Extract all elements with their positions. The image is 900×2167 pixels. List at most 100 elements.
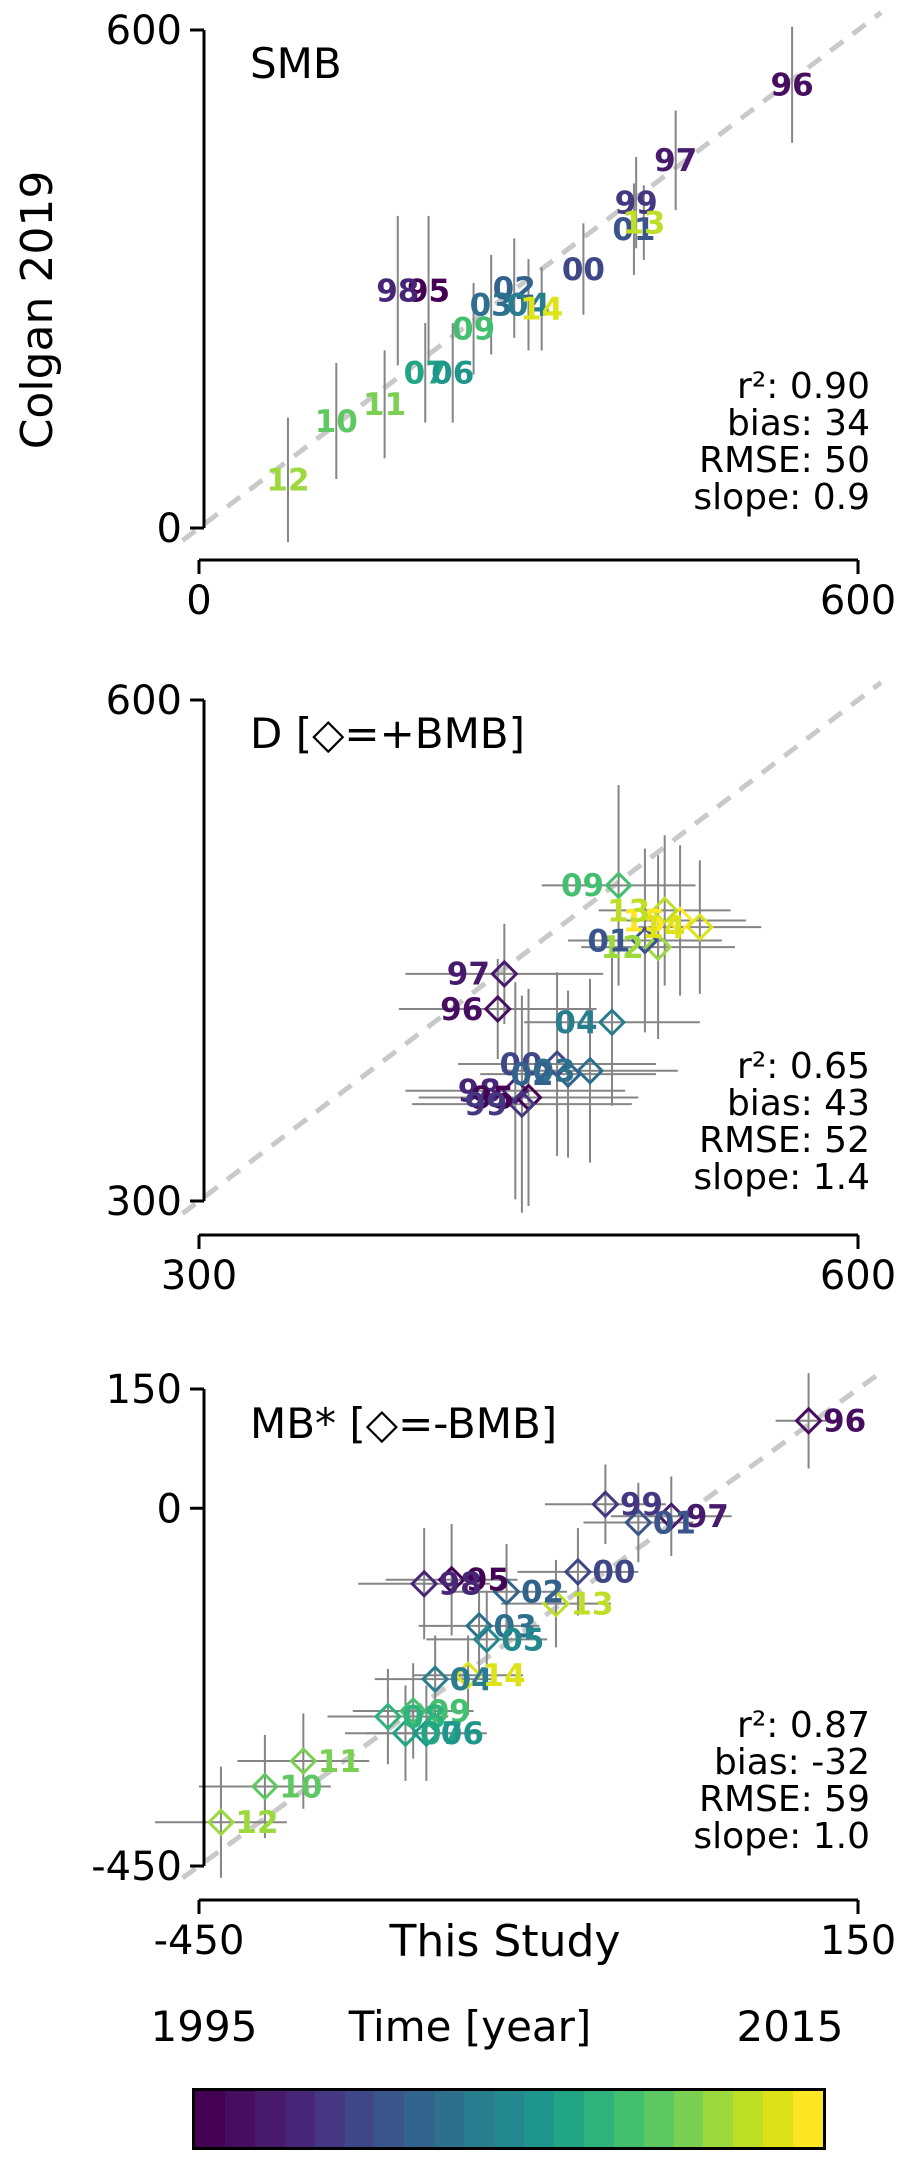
- x-tick-label: 600: [820, 578, 896, 624]
- diamond-marker: [604, 871, 633, 900]
- point-label: 03: [532, 1054, 575, 1090]
- point-label: 01: [587, 923, 630, 959]
- panel-title: MB* [◇=-BMB]: [250, 1399, 557, 1448]
- colorbar-title: Time [year]: [348, 2002, 592, 2051]
- point-label: 05: [501, 1622, 544, 1658]
- y-tick-label: 150: [106, 1367, 182, 1413]
- point-label: 99: [620, 1487, 663, 1523]
- point-label: 14: [520, 292, 563, 328]
- stats-line: bias: 34: [727, 403, 870, 444]
- point-label: 03: [494, 1609, 537, 1645]
- diamond-marker: [591, 1490, 620, 1519]
- point-label: 13: [607, 893, 650, 929]
- diamond-marker: [472, 1625, 501, 1654]
- diamond-marker: [464, 1611, 494, 1641]
- diamond-marker: [630, 926, 660, 955]
- colorbar-gradient: [192, 2088, 826, 2150]
- colorbar-segment: [195, 2091, 225, 2147]
- point-label: 97: [447, 957, 490, 993]
- point-label: 03: [470, 288, 513, 324]
- diamond-marker: [492, 1577, 521, 1606]
- identity-line: [181, 680, 883, 1216]
- point-label: 02: [510, 1057, 553, 1093]
- diamond-marker: [575, 1056, 605, 1085]
- diamond-marker: [685, 912, 714, 942]
- point-label: 95: [466, 1563, 509, 1599]
- point-label: 09: [428, 1694, 471, 1730]
- point-label: 08: [402, 1699, 445, 1735]
- x-tick-label: 600: [820, 1253, 896, 1299]
- point-label: 96: [771, 68, 814, 104]
- colorbar-segment: [763, 2091, 794, 2147]
- point-label: 01: [612, 212, 655, 248]
- point-label: 99: [464, 1087, 507, 1123]
- diamond-marker: [541, 1589, 571, 1618]
- colorbar-section: 1995 Time [year] 2015: [0, 2000, 900, 2167]
- colorbar-segment: [374, 2091, 405, 2147]
- panel-title: SMB: [250, 39, 342, 88]
- point-label: 01: [653, 1505, 696, 1541]
- diamond-marker: [563, 1557, 593, 1586]
- stats-line: slope: 0.9: [693, 477, 870, 518]
- diamond-marker: [490, 959, 519, 989]
- point-label: 97: [654, 143, 697, 179]
- stats-line: r²: 0.90: [737, 366, 870, 407]
- diamond-marker: [597, 1008, 627, 1037]
- colorbar-segment: [434, 2091, 465, 2147]
- colorbar-segment: [793, 2091, 824, 2147]
- point-label: 10: [279, 1769, 322, 1805]
- colorbar-segment: [494, 2091, 524, 2147]
- point-label: 13: [570, 1587, 613, 1623]
- point-label: 12: [235, 1805, 278, 1841]
- colorbar-segment: [344, 2091, 375, 2147]
- point-label: 96: [823, 1404, 866, 1440]
- diamond-marker: [553, 1059, 583, 1089]
- point-label: 11: [363, 387, 406, 423]
- diamond-marker: [399, 1696, 428, 1726]
- colorbar-segment: [404, 2091, 435, 2147]
- colorbar-segment: [553, 2091, 584, 2147]
- panel-title: D [◇=+BMB]: [250, 709, 525, 758]
- stats-line: bias: 43: [727, 1083, 870, 1124]
- colorbar-segment: [733, 2091, 764, 2147]
- y-tick-label: 300: [106, 1179, 182, 1225]
- colorbar-segment: [464, 2091, 495, 2147]
- point-label: 95: [407, 273, 450, 309]
- point-label: 00: [562, 252, 605, 288]
- y-axis-label: Colgan 2019: [12, 171, 63, 450]
- point-label: 00: [499, 1047, 542, 1083]
- point-label: 13: [622, 205, 665, 241]
- diamond-marker: [794, 1406, 823, 1435]
- stats-line: slope: 1.0: [693, 1816, 870, 1857]
- stats-line: slope: 1.4: [693, 1157, 870, 1198]
- y-tick-label: 600: [106, 8, 182, 54]
- diamond-marker: [289, 1746, 318, 1776]
- stats-line: bias: -32: [714, 1742, 870, 1783]
- colorbar-segment: [224, 2091, 255, 2147]
- diamond-marker: [643, 933, 673, 962]
- colorbar-segment: [314, 2091, 345, 2147]
- point-label: 97: [686, 1499, 729, 1535]
- point-label: 95: [471, 1080, 514, 1116]
- diamond-marker: [412, 1719, 441, 1748]
- x-tick-label: 150: [820, 1918, 896, 1964]
- point-label: 07: [420, 1716, 463, 1752]
- point-label: 99: [615, 185, 658, 221]
- point-label: 14: [483, 1658, 526, 1694]
- x-axis-label: This Study: [389, 1916, 621, 1967]
- colorbar-segment: [613, 2091, 644, 2147]
- colorbar-segment: [523, 2091, 554, 2147]
- point-label: 06: [441, 1716, 484, 1752]
- stats-line: RMSE: 50: [699, 440, 870, 481]
- colorbar-segment: [673, 2091, 704, 2147]
- colorbar-segment: [284, 2091, 315, 2147]
- x-tick-label: -450: [154, 1918, 245, 1964]
- y-tick-label: -450: [91, 1844, 182, 1890]
- point-label: 04: [507, 288, 550, 324]
- diamond-marker: [501, 1076, 530, 1105]
- point-label: 96: [440, 992, 483, 1028]
- point-label: 15: [622, 903, 665, 939]
